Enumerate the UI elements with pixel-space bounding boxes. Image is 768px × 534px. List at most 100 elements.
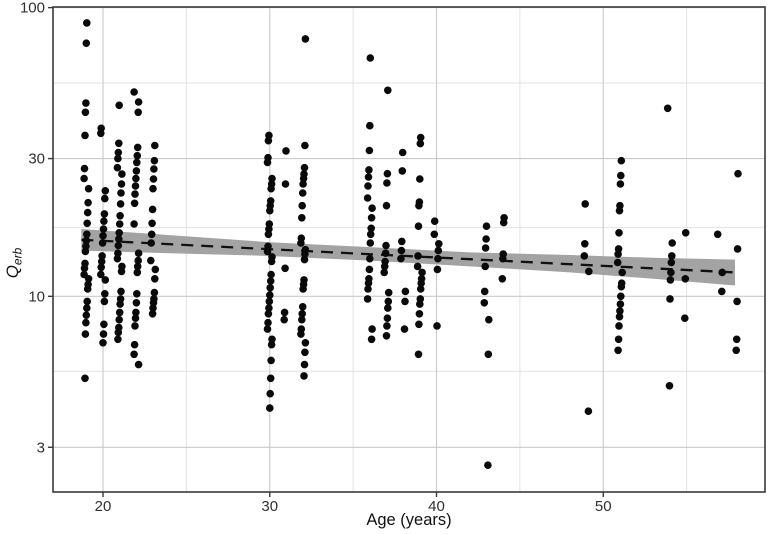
data-point <box>482 222 491 230</box>
data-point <box>480 299 489 307</box>
data-point <box>300 163 309 172</box>
data-point <box>301 250 309 258</box>
data-point <box>718 268 726 277</box>
data-point <box>264 136 273 145</box>
data-point <box>301 348 309 357</box>
data-point <box>417 279 426 288</box>
data-point <box>713 230 722 239</box>
data-point <box>380 262 389 271</box>
y-axis-title-subscript: erb <box>11 247 25 265</box>
data-point <box>118 170 126 178</box>
confidence-band <box>81 229 735 286</box>
data-point <box>133 158 141 167</box>
y-axis-title: Qerb <box>3 247 25 278</box>
data-point <box>666 295 674 303</box>
data-point <box>131 322 139 330</box>
data-point <box>282 147 290 155</box>
data-point <box>615 322 623 330</box>
data-point <box>665 382 674 390</box>
data-point <box>383 322 391 330</box>
data-point <box>482 235 490 243</box>
data-point <box>83 230 91 239</box>
data-point <box>147 239 155 247</box>
data-point <box>263 158 272 167</box>
data-point <box>115 308 124 317</box>
data-point <box>732 346 740 355</box>
data-point <box>617 292 625 301</box>
data-point <box>115 139 123 148</box>
y-tick-label: 3 <box>37 439 45 456</box>
data-point <box>82 318 90 327</box>
data-point <box>366 230 375 239</box>
data-point <box>480 287 489 296</box>
data-point <box>267 270 275 279</box>
data-point <box>130 350 138 359</box>
data-point <box>149 304 157 312</box>
trend-line <box>81 238 736 274</box>
data-point <box>82 99 90 107</box>
data-point <box>101 194 109 203</box>
data-point <box>365 146 374 155</box>
data-point <box>81 374 89 383</box>
data-point <box>364 173 373 181</box>
data-point <box>97 263 105 272</box>
data-point <box>115 229 123 237</box>
data-point <box>99 339 107 347</box>
data-point <box>614 250 622 258</box>
data-point <box>149 175 158 183</box>
data-point <box>147 256 155 265</box>
data-point <box>734 169 742 178</box>
data-point <box>99 225 108 233</box>
data-point <box>298 189 307 197</box>
data-point <box>130 199 139 208</box>
data-point <box>83 297 91 306</box>
data-point <box>117 180 126 188</box>
data-point <box>365 166 373 174</box>
data-point <box>263 325 272 333</box>
data-point <box>116 200 125 208</box>
data-point <box>147 230 156 239</box>
data-point <box>266 284 275 292</box>
data-point <box>485 315 493 324</box>
data-point <box>367 335 376 344</box>
data-point <box>148 205 157 214</box>
data-point <box>134 256 142 265</box>
data-point <box>499 254 507 263</box>
data-point <box>82 311 91 320</box>
data-point <box>364 182 372 190</box>
data-point <box>98 239 107 247</box>
data-point <box>365 265 374 274</box>
y-axis-title-main: Q <box>3 265 22 278</box>
data-point <box>266 374 275 383</box>
data-point <box>614 346 622 355</box>
data-point <box>281 264 289 273</box>
data-point <box>133 290 141 298</box>
data-point <box>130 340 139 349</box>
data-point <box>617 156 626 165</box>
data-point <box>83 219 91 228</box>
data-point <box>484 350 493 359</box>
data-point <box>151 265 160 274</box>
data-point <box>97 129 105 138</box>
data-point <box>150 288 159 297</box>
data-point <box>113 163 122 172</box>
data-point <box>435 240 443 248</box>
data-point <box>115 315 123 324</box>
panel-border <box>52 6 766 493</box>
data-point <box>148 219 156 228</box>
data-point <box>381 249 390 257</box>
data-point <box>733 297 741 306</box>
data-point <box>80 164 89 173</box>
data-point <box>584 407 593 416</box>
x-tick-label: 30 <box>261 498 278 515</box>
data-point <box>617 282 626 291</box>
data-point <box>581 200 589 208</box>
data-point <box>733 245 742 253</box>
data-point <box>117 287 125 296</box>
data-point <box>132 174 140 183</box>
data-point <box>484 461 492 470</box>
data-point <box>117 189 125 197</box>
data-point <box>618 268 626 277</box>
data-point <box>366 254 374 263</box>
